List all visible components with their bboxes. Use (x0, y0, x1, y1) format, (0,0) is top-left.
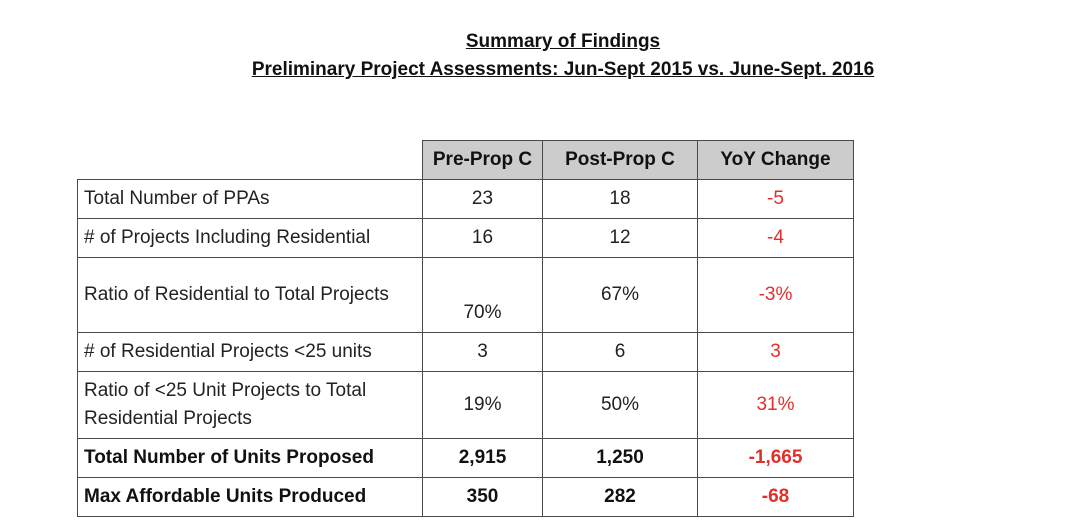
document-subtitle: Preliminary Project Assessments: Jun-Sep… (251, 59, 875, 80)
yoy-change-value: -4 (697, 218, 854, 258)
row-label: Ratio of Residential to Total Projects (77, 257, 423, 333)
post-prop-value: 50% (542, 371, 698, 439)
table-row: Ratio of <25 Unit Projects to Total Resi… (77, 371, 854, 439)
pre-prop-value: 350 (422, 477, 543, 517)
table-row: Max Affordable Units Produced 350 282 -6… (77, 477, 854, 517)
pre-prop-value: 16 (422, 218, 543, 258)
yoy-change-value: -5 (697, 179, 854, 219)
title-block: Summary of Findings Preliminary Project … (0, 28, 1089, 84)
table-row: Ratio of Residential to Total Projects 7… (77, 257, 854, 333)
post-prop-value: 12 (542, 218, 698, 258)
post-prop-value: 18 (542, 179, 698, 219)
row-label: Total Number of Units Proposed (77, 438, 423, 478)
row-label: Total Number of PPAs (77, 179, 423, 219)
pre-prop-value: 2,915 (422, 438, 543, 478)
header-yoy-change: YoY Change (697, 140, 854, 180)
findings-table: Pre-Prop C Post-Prop C YoY Change Total … (77, 140, 854, 517)
post-prop-value: 6 (542, 332, 698, 372)
pre-prop-value: 23 (422, 179, 543, 219)
post-prop-value: 1,250 (542, 438, 698, 478)
post-prop-value: 282 (542, 477, 698, 517)
row-label: # of Residential Projects <25 units (77, 332, 423, 372)
table-row: # of Residential Projects <25 units 3 6 … (77, 332, 854, 372)
table-header-row: Pre-Prop C Post-Prop C YoY Change (77, 140, 854, 180)
yoy-change-value: 3 (697, 332, 854, 372)
row-label: Ratio of <25 Unit Projects to Total Resi… (77, 371, 423, 439)
document-title: Summary of Findings (465, 31, 661, 52)
header-pre-prop-c: Pre-Prop C (422, 140, 543, 180)
row-label: Max Affordable Units Produced (77, 477, 423, 517)
row-label: # of Projects Including Residential (77, 218, 423, 258)
post-prop-value: 67% (542, 257, 698, 333)
table-row: # of Projects Including Residential 16 1… (77, 218, 854, 258)
pre-prop-value: 70% (422, 257, 543, 333)
yoy-change-value: -3% (697, 257, 854, 333)
header-post-prop-c: Post-Prop C (542, 140, 698, 180)
pre-prop-value: 3 (422, 332, 543, 372)
yoy-change-value: -1,665 (697, 438, 854, 478)
pre-prop-value: 19% (422, 371, 543, 439)
yoy-change-value: 31% (697, 371, 854, 439)
header-corner-cell (77, 140, 423, 180)
yoy-change-value: -68 (697, 477, 854, 517)
table-row: Total Number of Units Proposed 2,915 1,2… (77, 438, 854, 478)
table-row: Total Number of PPAs 23 18 -5 (77, 179, 854, 219)
